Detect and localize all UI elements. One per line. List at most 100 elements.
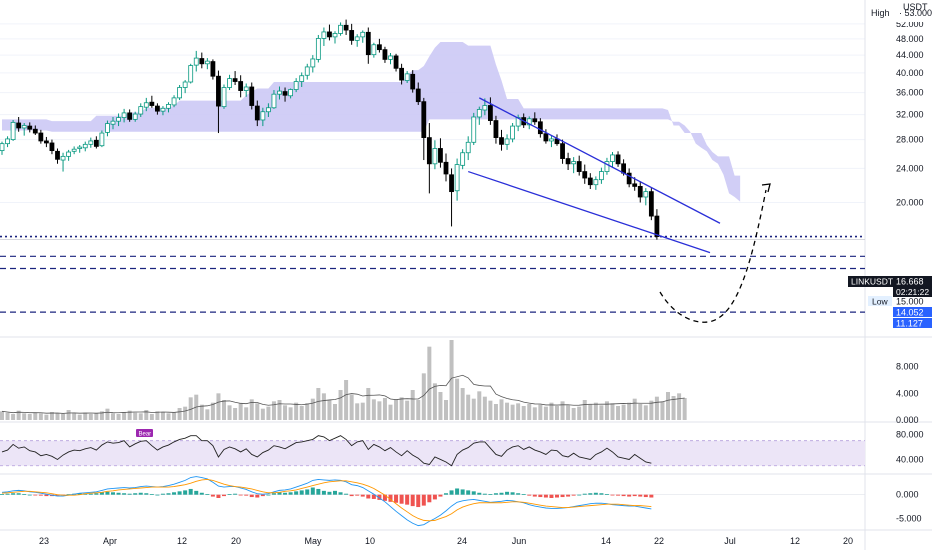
candle-body xyxy=(210,61,216,77)
candle-body xyxy=(493,120,499,139)
candle-body xyxy=(432,148,438,165)
macd-hist-bar xyxy=(449,490,454,495)
candle-body xyxy=(254,105,260,121)
macd-signal-line xyxy=(1,478,652,522)
macd-hist-bar xyxy=(333,490,337,495)
candle-body xyxy=(116,117,121,122)
macd-hist-bar xyxy=(160,493,165,495)
macd-hist-bar xyxy=(371,494,376,499)
price-tick-label: 24.000 xyxy=(896,163,924,173)
candle-body xyxy=(349,30,355,41)
macd-hist-bar xyxy=(111,492,115,495)
volume-bar xyxy=(283,405,288,420)
time-tick-label: Jul xyxy=(724,536,736,546)
candle-body xyxy=(532,118,538,123)
candle-body xyxy=(10,121,16,141)
volume-bar xyxy=(49,412,54,420)
volume-bar xyxy=(166,413,171,420)
macd-hist-bar xyxy=(305,489,310,495)
candle-body xyxy=(499,137,504,145)
macd-tick-label: -5.000 xyxy=(896,513,922,523)
candle-body xyxy=(188,65,194,83)
candle-body xyxy=(193,57,199,66)
candle-body xyxy=(454,164,460,192)
price-levels xyxy=(0,235,865,313)
candle-body xyxy=(160,107,166,112)
candle-body xyxy=(110,120,116,125)
volume-bar xyxy=(366,388,371,420)
macd-hist-bar xyxy=(493,493,498,495)
volume-bar xyxy=(5,412,10,420)
candle-body xyxy=(399,67,405,81)
macd-hist-bar xyxy=(349,494,354,497)
candle-body xyxy=(415,88,421,103)
candle-body xyxy=(66,151,71,157)
volume-pane xyxy=(0,340,687,420)
volume-bar xyxy=(149,414,154,420)
volume-bar xyxy=(183,406,188,420)
candle-body xyxy=(55,150,60,160)
candle-body xyxy=(632,183,638,187)
candle-body xyxy=(537,121,543,135)
volume-bar xyxy=(432,383,437,420)
macd-hist-bar xyxy=(149,494,154,495)
candle-body xyxy=(216,75,221,107)
macd-pane xyxy=(0,476,865,527)
macd-hist-bar xyxy=(521,494,526,495)
macd-hist-bar xyxy=(516,493,521,495)
currency-label: USDT xyxy=(903,2,928,12)
candle-body xyxy=(288,89,294,97)
candle-body xyxy=(476,109,482,118)
volume-bar xyxy=(55,413,60,420)
volume-bar xyxy=(627,402,632,420)
candle-body xyxy=(465,141,471,154)
macd-hist-bar xyxy=(560,494,565,498)
candle-body xyxy=(177,87,183,99)
macd-hist-bar xyxy=(466,490,471,495)
candle-body xyxy=(21,125,27,129)
candle-body xyxy=(132,113,138,120)
time-tick-label: 20 xyxy=(231,536,241,546)
candle-body xyxy=(543,133,549,142)
volume-bar xyxy=(144,410,149,420)
macd-hist-bar xyxy=(172,492,177,495)
volume-bar xyxy=(649,400,654,420)
volume-bar xyxy=(133,412,138,420)
candle-body xyxy=(482,105,488,111)
candle-body xyxy=(293,81,299,90)
macd-hist-bar xyxy=(627,494,632,497)
volume-bar xyxy=(682,398,687,420)
time-tick-label: Apr xyxy=(103,536,117,546)
macd-hist-bar xyxy=(127,493,132,495)
level-1-badge xyxy=(893,307,932,317)
symbol-badge[interactable] xyxy=(848,276,932,287)
macd-hist-bar xyxy=(382,494,387,501)
volume-bar xyxy=(205,409,210,420)
macd-hist-bar xyxy=(155,494,160,496)
time-tick-label: 20 xyxy=(843,536,853,546)
level-1-value: 14.052 xyxy=(896,308,924,318)
macd-hist-bar xyxy=(33,494,38,496)
macd-hist-bar xyxy=(360,494,365,497)
wedge-upper-line xyxy=(478,97,721,224)
macd-hist-bar xyxy=(133,493,138,495)
forecast-path xyxy=(659,183,771,323)
volume-bar xyxy=(266,406,271,420)
macd-tick-label: 0.000 xyxy=(896,490,919,500)
macd-hist-bar xyxy=(11,493,16,495)
volume-bar xyxy=(138,413,143,420)
volume-bar xyxy=(66,410,71,420)
volume-bar xyxy=(277,400,282,420)
macd-hist-bar xyxy=(455,488,460,495)
volume-bar xyxy=(360,402,365,420)
volume-bar xyxy=(460,388,465,420)
candle-body xyxy=(526,118,532,126)
candle-body xyxy=(487,105,493,121)
macd-hist-bar xyxy=(460,489,465,495)
candle-body xyxy=(549,138,554,142)
candle-body xyxy=(265,107,271,113)
macd-hist-bar xyxy=(432,494,437,500)
volume-bar xyxy=(94,413,99,420)
